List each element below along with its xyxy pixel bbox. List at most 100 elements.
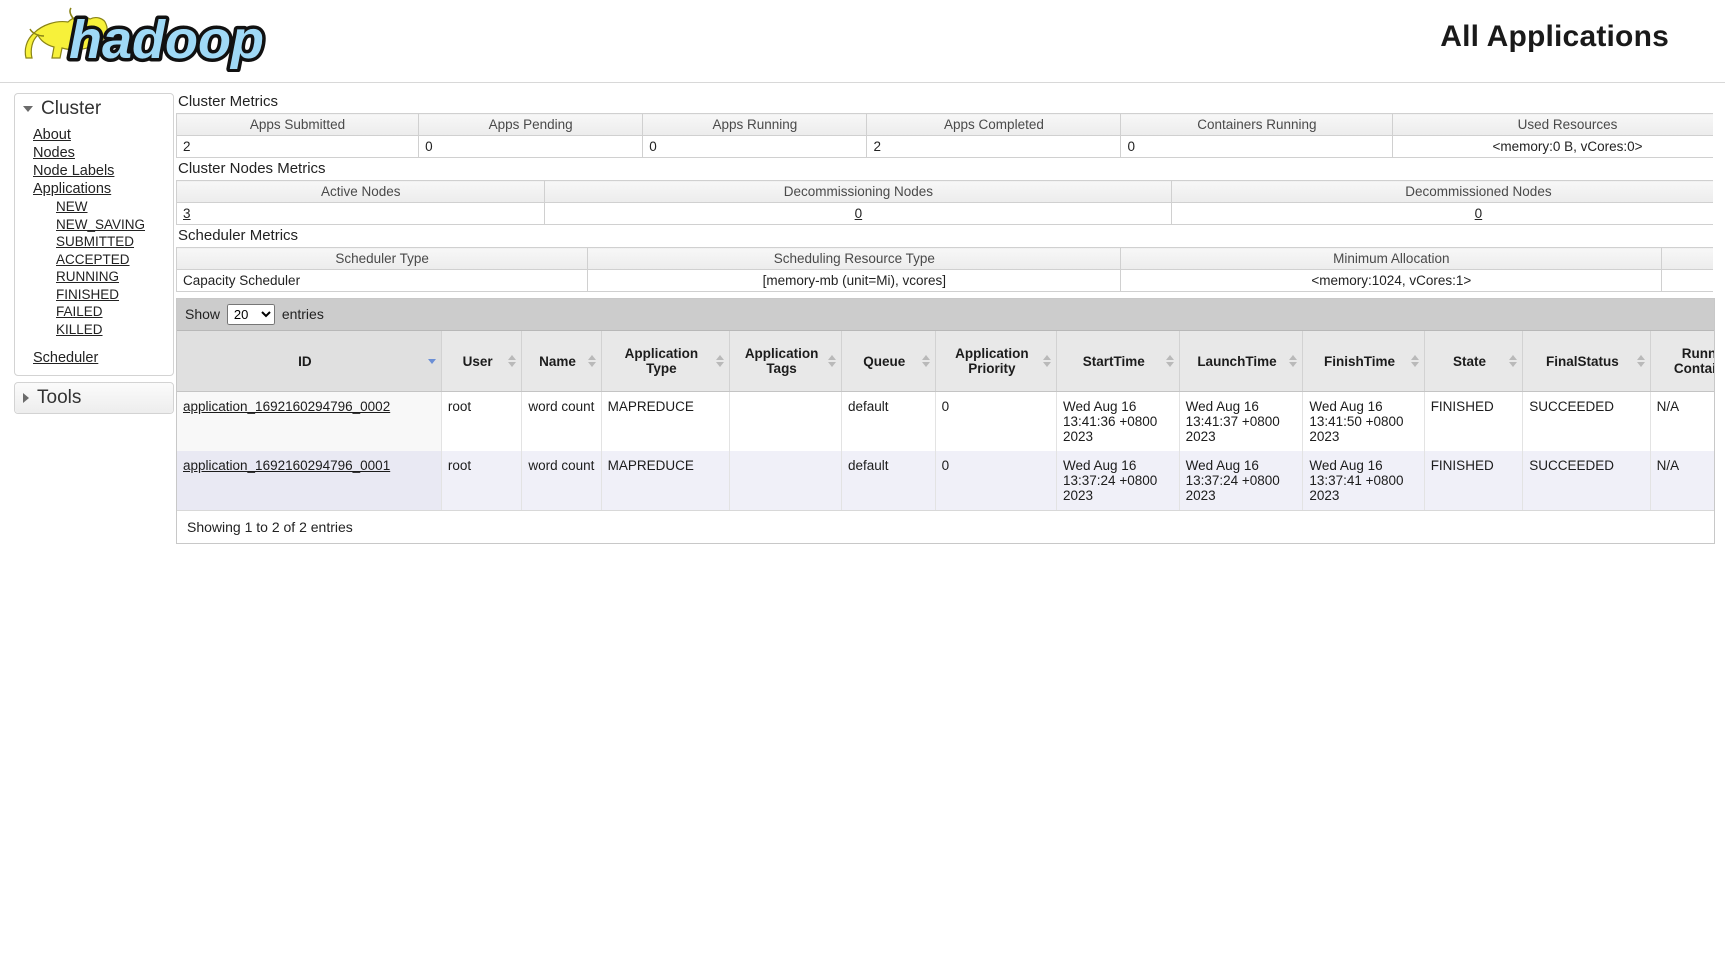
cell-application-tags xyxy=(729,391,842,451)
th-name[interactable]: Name xyxy=(521,331,602,392)
sidebar-cluster-body: About Nodes Node Labels Applications NEW… xyxy=(15,124,173,375)
sidebar-tools-header[interactable]: Tools xyxy=(15,383,173,413)
cell-user: root xyxy=(441,451,523,510)
sidebar-item-state-failed[interactable]: FAILED xyxy=(56,304,103,319)
decommissioning-nodes-link[interactable]: 0 xyxy=(854,206,863,221)
sidebar-cluster-header[interactable]: Cluster xyxy=(15,94,173,124)
page-size-select[interactable]: 20 40 60 80 100 xyxy=(226,304,275,325)
sidebar-item-state-running[interactable]: RUNNING xyxy=(56,269,119,284)
cell-running-containers: N/A xyxy=(1650,451,1714,510)
entries-label: entries xyxy=(281,306,324,322)
sidebar-spacer xyxy=(33,338,167,349)
th-used-resources[interactable]: Used Resources xyxy=(1392,113,1713,136)
cell-state: FINISHED xyxy=(1424,451,1524,510)
th-running-containers[interactable]: Running Containers xyxy=(1650,331,1714,392)
active-nodes-link[interactable]: 3 xyxy=(183,206,191,221)
cell-running-containers: N/A xyxy=(1650,391,1714,451)
th-application-priority[interactable]: Application Priority xyxy=(935,331,1058,392)
th-finishtime[interactable]: FinishTime xyxy=(1302,331,1425,392)
cell-launchtime: Wed Aug 16 13:41:37 +0800 2023 xyxy=(1179,391,1304,451)
th-application-tags-label: Application Tags xyxy=(744,346,819,376)
cell-finishtime: Wed Aug 16 13:37:41 +0800 2023 xyxy=(1302,451,1425,510)
td-active-nodes: 3 xyxy=(176,202,546,225)
scheduler-metrics-scroll: Scheduler Type Scheduling Resource Type … xyxy=(176,247,1713,292)
hadoop-logo[interactable]: hadoop hadoop xyxy=(14,6,286,74)
sidebar-item-state-finished[interactable]: FINISHED xyxy=(56,286,120,302)
th-scheduling-resource-type[interactable]: Scheduling Resource Type xyxy=(587,247,1122,270)
th-apps-running[interactable]: Apps Running xyxy=(642,113,868,136)
sidebar-item-about[interactable]: About xyxy=(33,127,71,143)
th-launchtime-label: LaunchTime xyxy=(1197,353,1277,369)
elephant-icon xyxy=(24,7,112,59)
page-right-edge xyxy=(1725,0,1727,957)
th-maximum-allocation[interactable]: Maximum Allocation xyxy=(1661,247,1713,270)
th-starttime[interactable]: StartTime xyxy=(1056,331,1180,392)
table-row[interactable]: application_1692160294796_0001 root word… xyxy=(177,451,1714,510)
cell-starttime: Wed Aug 16 13:41:36 +0800 2023 xyxy=(1056,391,1180,451)
sidebar-item-scheduler[interactable]: Scheduler xyxy=(33,350,99,366)
sidebar-item-nodes[interactable]: Nodes xyxy=(33,145,75,161)
td-apps-pending: 0 xyxy=(418,135,644,158)
th-application-type[interactable]: Application Type xyxy=(601,331,731,392)
table-header-row: ID User Name Application Type xyxy=(177,331,1714,392)
sort-icon xyxy=(716,354,725,368)
sidebar-item-state-new-saving[interactable]: NEW_SAVING xyxy=(56,216,146,232)
th-user[interactable]: User xyxy=(441,331,523,392)
cell-starttime: Wed Aug 16 13:37:24 +0800 2023 xyxy=(1056,451,1180,510)
td-minimum-allocation: <memory:1024, vCores:1> xyxy=(1120,269,1663,292)
th-containers-running[interactable]: Containers Running xyxy=(1120,113,1394,136)
th-queue[interactable]: Queue xyxy=(841,331,936,392)
sort-icon xyxy=(508,354,517,368)
sidebar-item-state-accepted[interactable]: ACCEPTED xyxy=(56,251,130,267)
th-application-tags[interactable]: Application Tags xyxy=(729,331,842,392)
td-decommissioning-nodes: 0 xyxy=(544,202,1173,225)
table-row[interactable]: application_1692160294796_0002 root word… xyxy=(177,391,1714,451)
th-id[interactable]: ID xyxy=(177,331,442,392)
sort-icon xyxy=(921,354,931,368)
sort-icon xyxy=(1410,354,1420,368)
hadoop-logo-svg: hadoop hadoop xyxy=(24,7,268,74)
cluster-nodes-metrics-title: Cluster Nodes Metrics xyxy=(178,160,326,177)
cell-id: application_1692160294796_0001 xyxy=(177,451,442,510)
scheduler-metrics-table: Scheduler Type Scheduling Resource Type … xyxy=(176,247,1713,292)
th-apps-completed[interactable]: Apps Completed xyxy=(866,113,1122,136)
sidebar-item-state-new[interactable]: NEW xyxy=(56,199,88,214)
td-apps-running: 0 xyxy=(642,135,868,158)
th-decommissioned-nodes[interactable]: Decommissioned Nodes xyxy=(1171,180,1713,203)
th-state[interactable]: State xyxy=(1424,331,1524,392)
application-link[interactable]: application_1692160294796_0001 xyxy=(183,458,391,473)
th-decommissioning-nodes[interactable]: Decommissioning Nodes xyxy=(544,180,1173,203)
decommissioned-nodes-link[interactable]: 0 xyxy=(1474,206,1483,221)
th-running-containers-label: Running Containers xyxy=(1673,346,1714,376)
cell-queue: default xyxy=(841,391,936,451)
th-scheduler-type[interactable]: Scheduler Type xyxy=(176,247,589,270)
cluster-metrics-table: Apps Submitted Apps Pending Apps Running… xyxy=(176,113,1713,158)
cell-name: word count xyxy=(521,391,602,451)
sidebar-item-applications[interactable]: Applications xyxy=(33,181,112,197)
th-launchtime[interactable]: LaunchTime xyxy=(1179,331,1304,392)
cell-id: application_1692160294796_0002 xyxy=(177,391,442,451)
th-apps-pending[interactable]: Apps Pending xyxy=(418,113,644,136)
sidebar-item-node-labels[interactable]: Node Labels xyxy=(33,163,115,179)
table-row: 2 0 0 2 0 <memory:0 B, vCores:0> <memory… xyxy=(176,135,1713,158)
cell-finalstatus: SUCCEEDED xyxy=(1522,391,1651,451)
cell-user: root xyxy=(441,391,523,451)
th-finalstatus[interactable]: FinalStatus xyxy=(1522,331,1651,392)
sidebar-item-state-killed[interactable]: KILLED xyxy=(56,321,103,337)
svg-text:hadoop: hadoop xyxy=(69,10,264,70)
th-application-type-label: Application Type xyxy=(624,346,699,376)
cluster-metrics-title: Cluster Metrics xyxy=(178,93,279,110)
hadoop-wordmark: hadoop hadoop xyxy=(66,7,268,74)
td-scheduling-resource-type: [memory-mb (unit=Mi), vcores] xyxy=(587,269,1122,292)
sidebar-item-state-submitted[interactable]: SUBMITTED xyxy=(56,234,135,249)
sort-icon xyxy=(1509,354,1518,368)
th-apps-submitted[interactable]: Apps Submitted xyxy=(176,113,420,136)
th-active-nodes[interactable]: Active Nodes xyxy=(176,180,546,203)
td-maximum-allocation: <memory:2048, vCores:4> xyxy=(1661,269,1713,292)
th-id-label: ID xyxy=(298,353,312,369)
application-link[interactable]: application_1692160294796_0002 xyxy=(183,399,391,414)
page-header: hadoop hadoop All Applications xyxy=(0,0,1727,83)
cell-application-priority: 0 xyxy=(935,391,1058,451)
th-minimum-allocation[interactable]: Minimum Allocation xyxy=(1120,247,1663,270)
th-user-label: User xyxy=(462,353,493,369)
